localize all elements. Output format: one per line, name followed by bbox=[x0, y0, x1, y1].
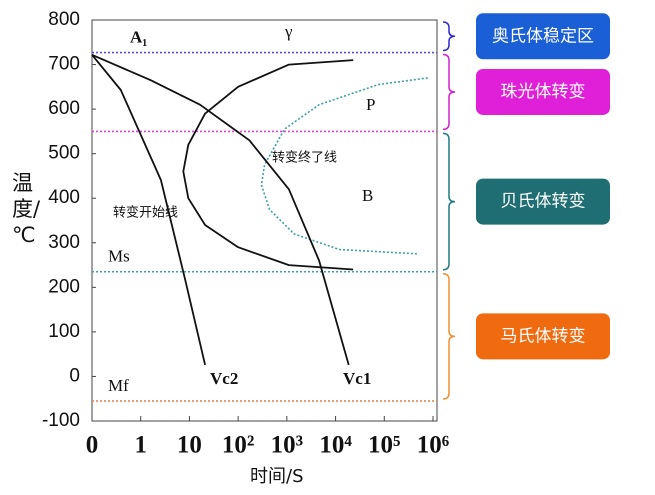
y-tick-label: 300 bbox=[48, 232, 80, 253]
curve-label: 转变终了线 bbox=[272, 150, 337, 166]
brace bbox=[442, 272, 456, 400]
y-tick-label: 400 bbox=[48, 187, 80, 208]
y-axis-label: 温度/℃ bbox=[12, 171, 41, 247]
region-box bbox=[476, 313, 610, 360]
y-tick-label: 700 bbox=[48, 54, 80, 75]
curve-label: Vc1 bbox=[343, 369, 371, 388]
brace bbox=[442, 21, 456, 52]
y-tick-label: -100 bbox=[42, 410, 80, 431]
curve-label: Vc2 bbox=[210, 369, 238, 388]
x-tick-label: 10³ bbox=[271, 432, 304, 459]
x-tick-label: 10 bbox=[177, 432, 202, 459]
region-label: 珠光体转变 bbox=[501, 82, 586, 102]
y-tick-label: 100 bbox=[48, 321, 80, 342]
x-tick-label: 10⁵ bbox=[368, 432, 401, 459]
curve bbox=[182, 59, 354, 271]
brace bbox=[442, 132, 456, 271]
curve bbox=[91, 54, 206, 366]
curve-label: 转变开始线 bbox=[113, 205, 178, 221]
region-label: 贝氏体转变 bbox=[501, 192, 586, 212]
brace bbox=[442, 53, 456, 131]
curve bbox=[260, 77, 428, 255]
x-tick-label: 10⁴ bbox=[319, 432, 352, 459]
annotation: γ bbox=[284, 22, 293, 41]
x-tick-label: 10² bbox=[222, 432, 255, 459]
x-tick-label: 10⁶ bbox=[417, 432, 450, 459]
region-box bbox=[476, 13, 610, 60]
region-box bbox=[476, 178, 610, 225]
line-label: Mf bbox=[108, 376, 129, 395]
annotation: P bbox=[366, 95, 375, 114]
y-tick-label: 500 bbox=[48, 143, 80, 164]
region-label: 马氏体转变 bbox=[501, 326, 586, 346]
y-tick-label: 0 bbox=[69, 365, 80, 386]
region-box bbox=[476, 68, 610, 115]
x-tick-label: 0 bbox=[86, 432, 99, 459]
annotation: B bbox=[362, 186, 373, 205]
y-tick-label: 800 bbox=[48, 9, 80, 30]
x-axis-label: 时间/S bbox=[250, 466, 304, 487]
region-label: 奥氏体稳定区 bbox=[492, 26, 594, 46]
x-tick-label: 1 bbox=[134, 432, 147, 459]
plot-frame bbox=[91, 19, 438, 422]
curve bbox=[91, 53, 350, 366]
y-tick-label: 600 bbox=[48, 98, 80, 119]
y-tick-label: 200 bbox=[48, 276, 80, 297]
line-label: A₁ bbox=[130, 27, 147, 46]
line-label: Ms bbox=[108, 247, 130, 266]
